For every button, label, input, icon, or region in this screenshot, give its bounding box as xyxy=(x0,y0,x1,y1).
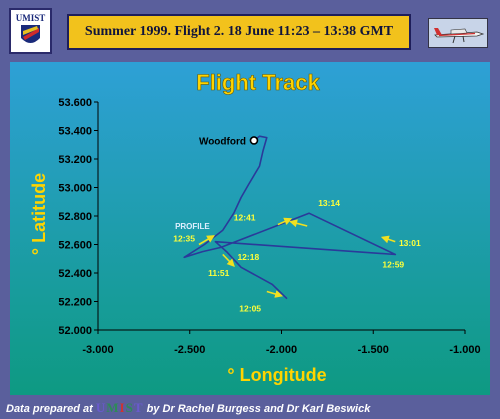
y-tick-label: 52.000 xyxy=(58,325,92,337)
organisation-letter: T xyxy=(133,400,144,415)
y-axis-label: ° Latitude xyxy=(29,173,49,255)
woodford-label: Woodford xyxy=(199,136,246,147)
direction-arrow xyxy=(198,235,215,246)
time-label: 13:14 xyxy=(318,198,340,208)
credit-suffix: by Dr Rachel Burgess and Dr Karl Beswick xyxy=(143,403,371,415)
time-label: 13:01 xyxy=(399,238,421,248)
x-tick-label: -3.000 xyxy=(82,344,113,356)
time-label: 12:59 xyxy=(382,259,404,269)
direction-arrow xyxy=(266,290,284,298)
time-label: 12:35 xyxy=(173,234,195,244)
y-tick-label: 53.000 xyxy=(58,183,92,195)
direction-arrow xyxy=(289,219,308,228)
direction-arrow xyxy=(222,253,235,268)
y-tick-label: 52.600 xyxy=(58,240,92,252)
time-label: 12:05 xyxy=(239,303,261,313)
direction-arrow xyxy=(380,235,396,244)
organisation-name: UMIST xyxy=(96,400,144,415)
y-tick-label: 53.600 xyxy=(58,97,92,109)
umist-logo-icon: UMIST xyxy=(9,8,52,54)
organisation-letter: M xyxy=(106,400,120,415)
header-title: Summer 1999. Flight 2. 18 June 11:23 – 1… xyxy=(84,24,394,39)
credit-prefix: Data prepared at xyxy=(6,403,96,415)
plot-area xyxy=(10,62,490,395)
direction-arrow xyxy=(277,217,293,226)
profile-label: PROFILE xyxy=(175,222,210,231)
x-tick-label: -2.500 xyxy=(174,344,205,356)
credit-line: Data prepared at UMIST by Dr Rachel Burg… xyxy=(6,400,370,416)
x-tick-label: -2.000 xyxy=(266,344,297,356)
x-tick-label: -1.500 xyxy=(358,344,389,356)
chart-title: Flight Track xyxy=(196,70,320,95)
y-tick-label: 53.200 xyxy=(58,154,92,166)
time-label: 12:18 xyxy=(237,252,259,262)
organisation-letter: S xyxy=(125,400,134,415)
time-label: 11:51 xyxy=(208,268,230,278)
time-label: 12:41 xyxy=(234,212,256,222)
organisation-letter: I xyxy=(119,400,126,415)
organisation-letter: U xyxy=(95,400,107,415)
y-tick-label: 52.200 xyxy=(58,297,92,309)
woodford-marker xyxy=(249,136,259,145)
y-tick-label: 52.800 xyxy=(58,211,92,223)
y-tick-label: 53.400 xyxy=(58,126,92,138)
header-banner: Summer 1999. Flight 2. 18 June 11:23 – 1… xyxy=(67,14,411,50)
logo-text: UMIST xyxy=(16,13,46,23)
y-tick-label: 52.400 xyxy=(58,268,92,280)
airplane-icon xyxy=(428,18,488,48)
x-axis-label: ° Longitude xyxy=(227,365,326,385)
x-tick-label: -1.000 xyxy=(449,344,480,356)
flight-track-line xyxy=(183,135,397,300)
